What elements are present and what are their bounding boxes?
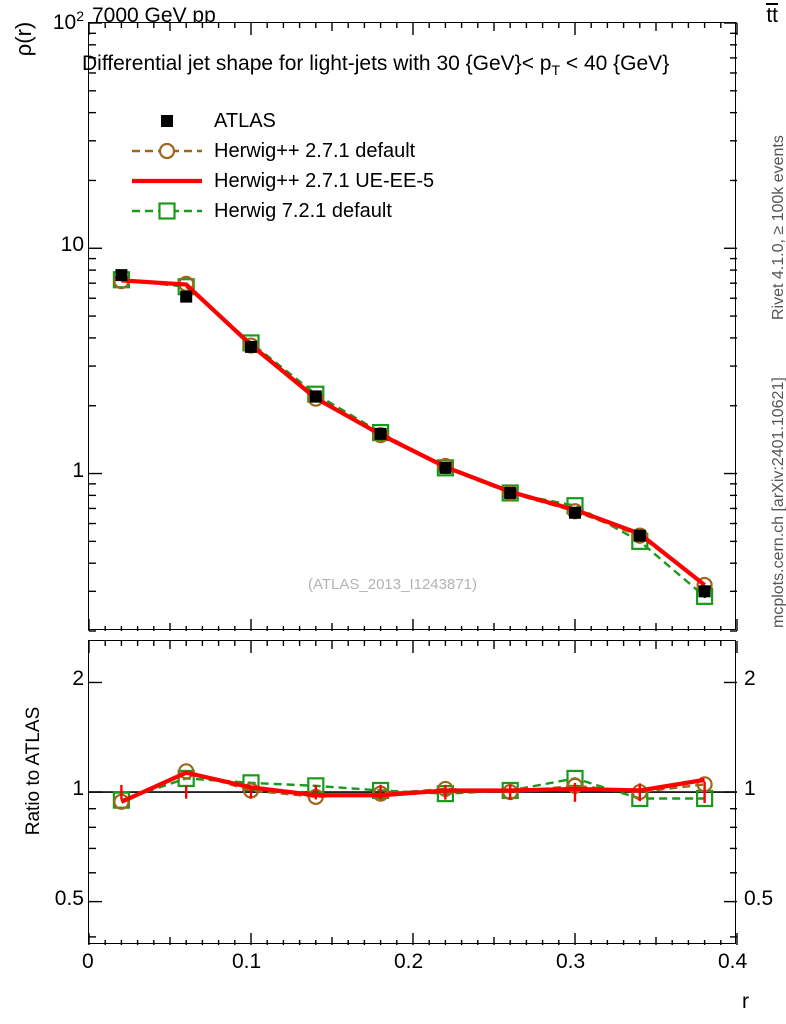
ratio-plot-svg (88, 641, 738, 945)
legend-entry: Herwig++ 2.7.1 default (130, 136, 434, 166)
analysis-id-watermark: (ATLAS_2013_I1243871) (308, 576, 478, 593)
process-text: tt (766, 4, 778, 27)
x-axis-tick-label: 0.4 (718, 950, 748, 973)
legend-label: ATLAS (214, 109, 276, 132)
x-axis-tick-label: 0.3 (556, 950, 586, 973)
main-plot-panel (88, 22, 738, 632)
ratio-plot-panel (88, 640, 738, 945)
x-axis-tick-label: 0.1 (232, 950, 262, 973)
rivet-version-caption: Rivet 4.1.0, ≥ 100k events (770, 135, 786, 320)
axis-tick-label: 0.5 (744, 886, 774, 910)
legend-key-open-square-icon (130, 196, 204, 226)
plot-title-subscript: T (551, 62, 561, 79)
y-axis-title-ratio: Ratio to ATLAS (23, 706, 44, 836)
plot-title-tail: < 40 {GeV} (560, 52, 670, 75)
mcplots-source-caption: mcplots.cern.ch [arXiv:2401.10621] (770, 377, 786, 628)
plot-title-head: Differential jet shape for light-jets wi… (82, 52, 552, 75)
beam-energy-label: 7000 GeV pp (92, 4, 216, 27)
legend-key-open-circle-icon (130, 136, 204, 166)
axis-tick-label: 2 (744, 667, 756, 691)
legend-label: Herwig++ 2.7.1 default (214, 139, 416, 162)
legend-entry: Herwig++ 2.7.1 UE-EE-5 (130, 166, 434, 196)
axis-tick-label: 1 (744, 777, 756, 801)
y-axis-title-main: ρ(r) (11, 21, 36, 57)
x-axis-tick-label: 0 (82, 950, 94, 973)
legend-label: Herwig 7.2.1 default (214, 199, 392, 222)
plot-title: Differential jet shape for light-jets wi… (82, 52, 669, 78)
axis-tick-label: 2 (72, 667, 84, 691)
tick-exponent: 2 (76, 8, 84, 24)
legend-entry: Herwig 7.2.1 default (130, 196, 434, 226)
process-label: tt (766, 3, 778, 28)
x-axis-title: r (742, 990, 749, 1013)
main-plot-svg (88, 22, 738, 632)
legend: ATLAS Herwig++ 2.7.1 default Herwig++ 2.7.… (130, 106, 434, 226)
axis-tick-label: 1 (72, 458, 84, 482)
axis-tick-label: 10 (60, 233, 84, 257)
axis-tick-label: 102 (52, 8, 84, 34)
legend-label: Herwig++ 2.7.1 UE-EE-5 (214, 169, 435, 192)
axis-tick-label: 1 (72, 777, 84, 801)
legend-key-filled-square-icon (130, 106, 204, 136)
x-axis-tick-label: 0.2 (394, 950, 424, 973)
axis-tick-label: 0.5 (54, 886, 84, 910)
legend-key-none-icon (130, 166, 204, 196)
legend-entry: ATLAS (130, 106, 434, 136)
